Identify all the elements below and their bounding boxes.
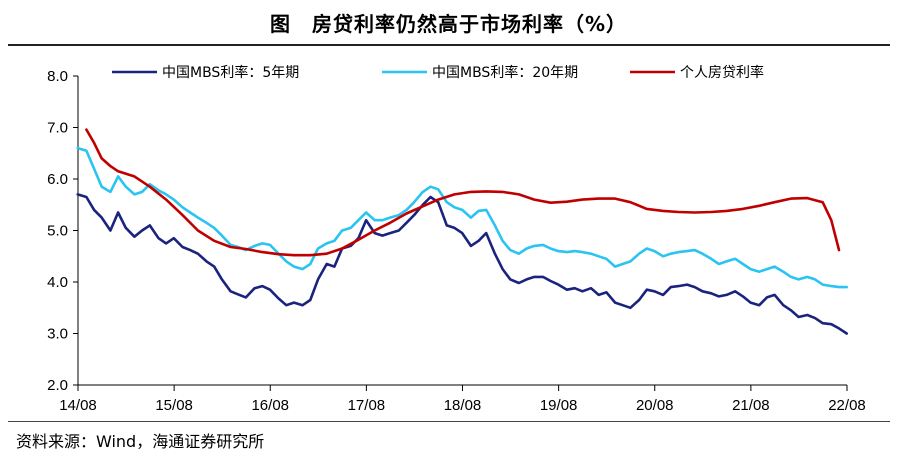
x-tick-label: 17/08 — [348, 397, 386, 414]
chart-title: 图 房贷利率仍然高于市场利率（%） — [269, 12, 628, 36]
x-tick-label: 18/08 — [444, 397, 482, 414]
y-tick-label: 4.0 — [47, 274, 68, 291]
title-divider — [8, 44, 890, 46]
mbs-5y-line — [76, 193, 848, 335]
legend-label: 中国MBS利率：20年期 — [432, 64, 578, 81]
y-tick-label: 7.0 — [47, 120, 68, 137]
x-tick-label: 15/08 — [155, 397, 193, 414]
data-source-note: 资料来源：Wind，海通证券研究所 — [16, 432, 265, 451]
y-tick-label: 3.0 — [47, 326, 68, 343]
mbs-20y-line — [76, 146, 848, 289]
x-tick-label: 14/08 — [59, 397, 97, 414]
y-tick-label: 8.0 — [47, 68, 68, 85]
chart-legend: 中国MBS利率：5年期 中国MBS利率：20年期 个人房贷利率 — [112, 64, 764, 81]
x-tick-label: 19/08 — [540, 397, 578, 414]
source-divider — [8, 421, 890, 422]
y-tick-label: 5.0 — [47, 223, 68, 240]
mortgage-rate-line — [85, 128, 841, 257]
y-tick-label: 6.0 — [47, 171, 68, 188]
chart-series — [76, 128, 848, 335]
legend-label: 中国MBS利率：5年期 — [162, 64, 299, 81]
x-tick-label: 22/08 — [828, 397, 866, 414]
chart-axes: 2.0 3.0 4.0 5.0 6.0 7.0 8.0 14/08 15/08 16/08 17/0… — [47, 68, 866, 414]
y-tick-label: 2.0 — [47, 377, 68, 394]
x-tick-label: 20/08 — [636, 397, 674, 414]
x-tick-label: 21/08 — [732, 397, 770, 414]
x-tick-label: 16/08 — [251, 397, 289, 414]
legend-label: 个人房贷利率 — [680, 64, 764, 81]
